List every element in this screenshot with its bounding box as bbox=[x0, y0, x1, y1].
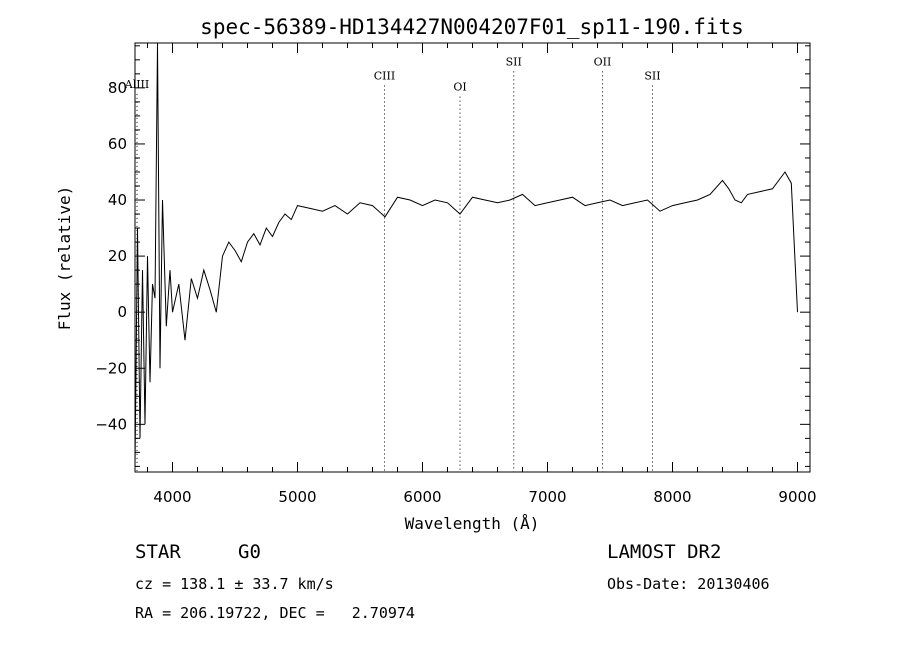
x-tick-label: 6000 bbox=[403, 488, 441, 506]
survey-name: LAMOST DR2 bbox=[607, 541, 722, 563]
line-marker-label: OII bbox=[594, 55, 612, 68]
y-tick-label: −40 bbox=[95, 415, 127, 433]
x-axis: 4000 5000 6000 7000 8000 9000 bbox=[153, 43, 817, 506]
line-marker-label: SII bbox=[506, 55, 522, 68]
object-class: STAR bbox=[135, 541, 181, 563]
x-axis-label: Wavelength (Å) bbox=[405, 514, 540, 533]
y-axis: −40 −20 0 20 40 60 80 bbox=[95, 79, 810, 433]
y-tick-label: 40 bbox=[108, 191, 127, 209]
y-tick-label: 0 bbox=[117, 303, 127, 321]
x-tick-label: 9000 bbox=[778, 488, 816, 506]
y-tick-label: 80 bbox=[108, 79, 127, 97]
y-axis-label: Flux (relative) bbox=[55, 186, 74, 331]
redshift-velocity: cz = 138.1 ± 33.7 km/s bbox=[135, 575, 334, 593]
plot-frame bbox=[134, 42, 811, 473]
observation-date: Obs-Date: 20130406 bbox=[607, 575, 770, 593]
line-marker-label: OI bbox=[453, 81, 466, 94]
chart-title: spec-56389-HD134427N004207F01_sp11-190.f… bbox=[200, 15, 744, 39]
coordinates: RA = 206.19722, DEC = 2.70974 bbox=[135, 604, 415, 622]
spectrum-line bbox=[134, 42, 798, 467]
spectral-line-markers: AlIII CIII OI SII OII SII bbox=[124, 55, 661, 472]
minor-ticks bbox=[135, 43, 810, 472]
x-tick-label: 5000 bbox=[278, 488, 316, 506]
x-tick-label: 4000 bbox=[153, 488, 191, 506]
y-tick-label: 20 bbox=[108, 247, 127, 265]
line-marker-label: CIII bbox=[374, 69, 395, 82]
y-tick-label: 60 bbox=[108, 135, 127, 153]
line-marker-label: AlIII bbox=[124, 78, 150, 91]
y-tick-label: −20 bbox=[95, 359, 127, 377]
x-tick-label: 8000 bbox=[653, 488, 691, 506]
object-subclass: G0 bbox=[238, 541, 261, 563]
x-tick-label: 7000 bbox=[528, 488, 566, 506]
line-marker-label: SII bbox=[644, 69, 660, 82]
